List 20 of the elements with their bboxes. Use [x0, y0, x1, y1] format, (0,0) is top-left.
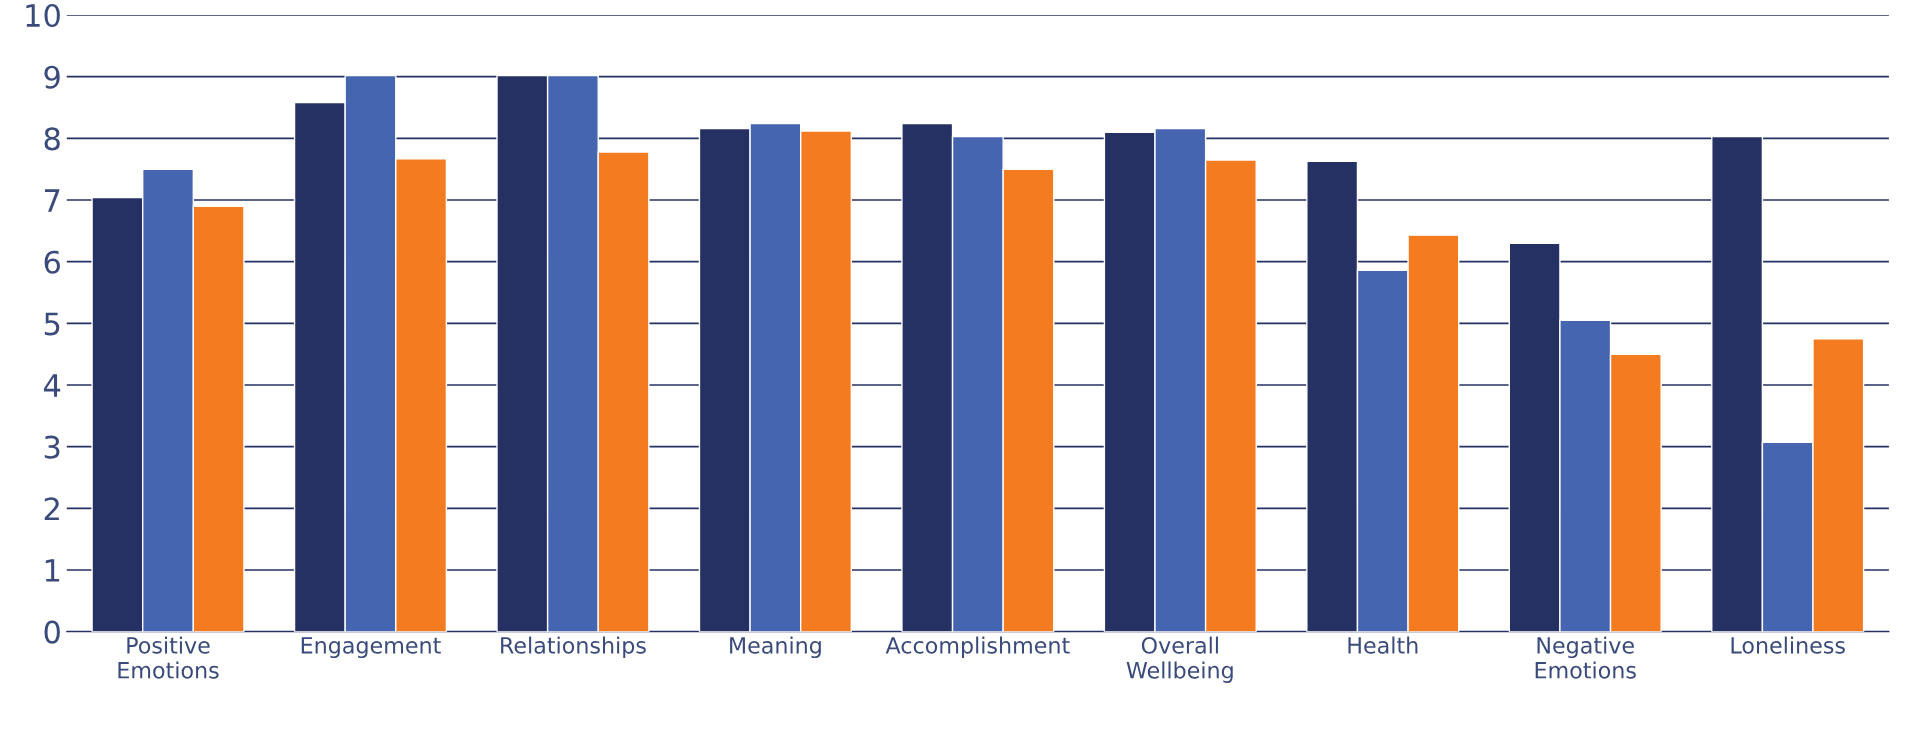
y-tick-label: 1: [45, 559, 60, 582]
x-tick-label: Overall Wellbeing: [1126, 636, 1233, 683]
x-tick-label: Accomplishment: [885, 636, 1070, 659]
y-tick-label: 6: [44, 250, 60, 274]
x-tick-label: Loneliness: [1731, 636, 1845, 654]
y-tick-label: 8: [44, 127, 60, 151]
x-tick-label: Negative Emotions: [1535, 636, 1636, 679]
x-tick-label: Positive Emotions: [118, 636, 219, 679]
x-tick-label: Health: [1348, 636, 1418, 654]
y-tick-label: 9: [44, 65, 60, 89]
y-tick-label: 7: [44, 189, 60, 212]
y-tick-label: 4: [43, 374, 61, 397]
y-tick-label: 0: [44, 620, 60, 644]
y-tick-label: 10: [26, 3, 60, 28]
x-tick-label: Engagement: [301, 637, 441, 659]
y-tick-label: 3: [44, 435, 60, 459]
y-tick-label: 5: [44, 312, 60, 336]
y-tick-label: 2: [44, 497, 59, 520]
x-tick-label: Relationships: [501, 636, 646, 659]
x-tick-label: Meaning: [730, 636, 821, 659]
